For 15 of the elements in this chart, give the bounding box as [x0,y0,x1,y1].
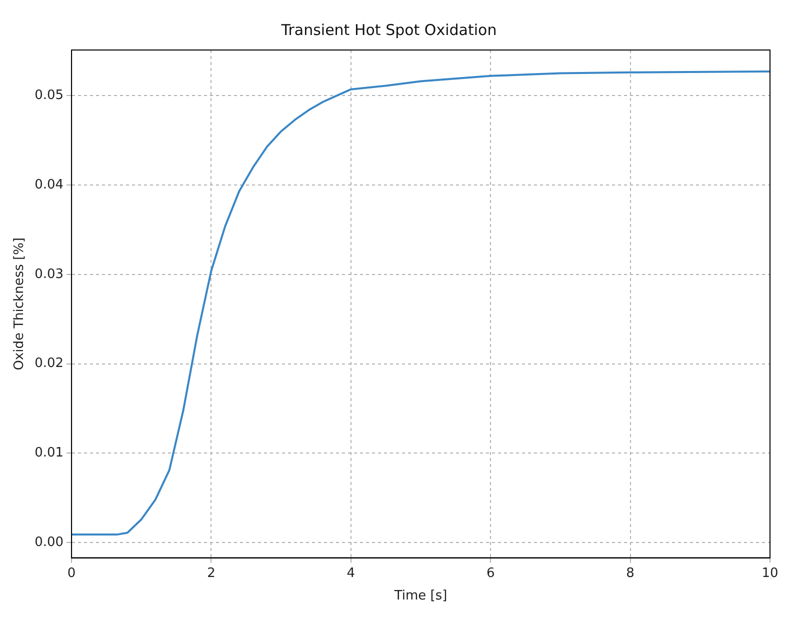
y-tick-label: 0.03 [34,266,64,282]
x-axis-title: Time [s] [393,588,448,604]
y-tick-label: 0.00 [34,534,64,550]
y-tick-label: 0.01 [34,446,64,461]
y-tick-label: 0.04 [34,177,64,192]
y-tick-label: 0.05 [34,88,64,103]
x-tick-label: 4 [346,566,356,581]
x-tick-label: 10 [762,566,778,581]
chart-title: Transient Hot Spot Oxidation [280,20,497,39]
y-tick-label: 0.02 [34,356,64,372]
y-axis-title: Oxide Thickness [%] [12,237,28,370]
x-tick-label: 0 [67,566,76,581]
x-tick-label: 8 [626,566,634,581]
x-tick-label: 6 [486,566,495,581]
x-tick-label: 2 [207,566,216,581]
